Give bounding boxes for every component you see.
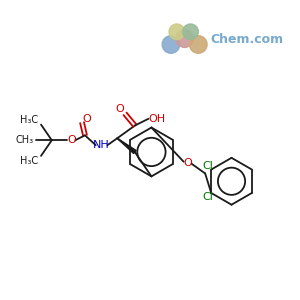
Text: H₃C: H₃C <box>20 156 38 166</box>
Polygon shape <box>117 138 136 154</box>
Circle shape <box>169 24 184 40</box>
Text: O: O <box>67 135 76 145</box>
Circle shape <box>190 36 207 53</box>
Text: Chem.com: Chem.com <box>210 33 283 46</box>
Text: O: O <box>116 104 124 114</box>
Text: Cl: Cl <box>202 192 213 202</box>
Text: Cl: Cl <box>202 160 213 171</box>
Text: OH: OH <box>149 114 166 124</box>
Text: O: O <box>183 158 192 168</box>
Text: CH₃: CH₃ <box>15 135 34 145</box>
Circle shape <box>183 24 198 40</box>
Circle shape <box>162 36 180 53</box>
Text: O: O <box>82 114 91 124</box>
Text: NH: NH <box>93 140 110 150</box>
Text: H₃C: H₃C <box>20 115 38 125</box>
Circle shape <box>176 30 194 47</box>
